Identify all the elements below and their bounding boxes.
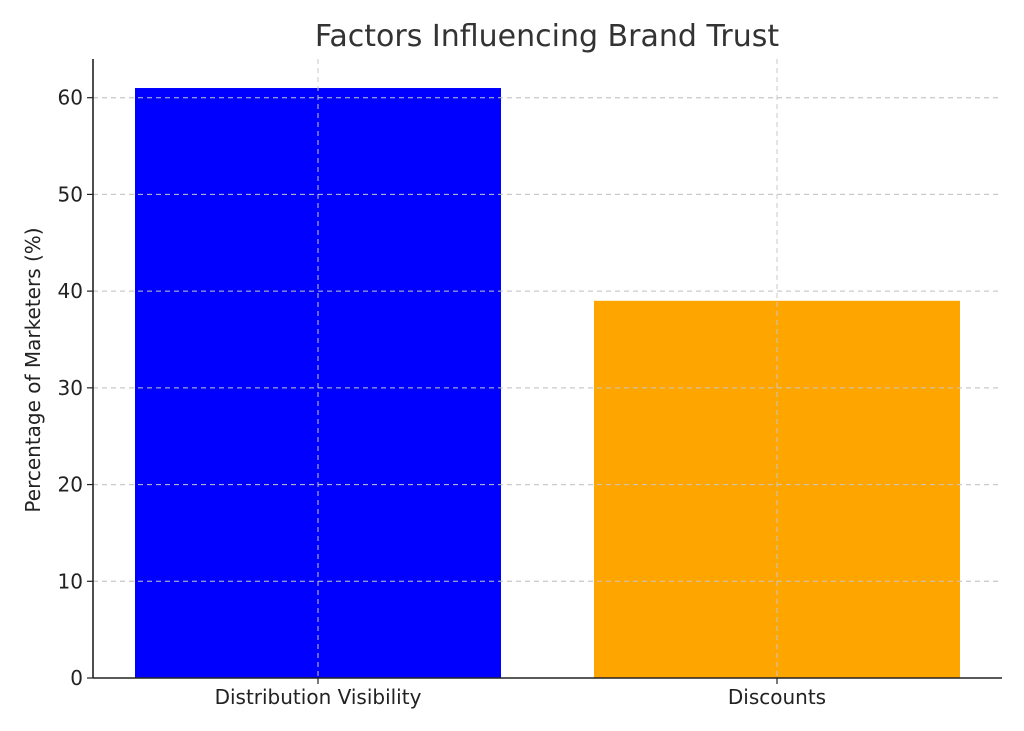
axes	[92, 59, 1002, 679]
x-tick-label: Distribution Visibility	[215, 685, 422, 709]
y-ticks: 0 10 20 30 40 50 60	[58, 86, 93, 690]
bar-discounts	[594, 300, 960, 678]
y-tick-label: 30	[58, 376, 83, 400]
y-tick-label: 0	[70, 666, 83, 690]
y-tick-label: 60	[58, 86, 83, 110]
y-tick-label: 40	[58, 279, 83, 303]
y-tick-label: 50	[58, 182, 83, 206]
x-tick-label: Discounts	[728, 685, 826, 709]
chart-title: Factors Influencing Brand Trust	[315, 19, 779, 54]
y-axis-label: Percentage of Marketers (%)	[21, 227, 45, 512]
y-tick-label: 10	[58, 569, 83, 593]
y-tick-label: 20	[58, 473, 83, 497]
bars	[135, 88, 960, 678]
x-ticks: Distribution Visibility Discounts	[215, 678, 826, 709]
